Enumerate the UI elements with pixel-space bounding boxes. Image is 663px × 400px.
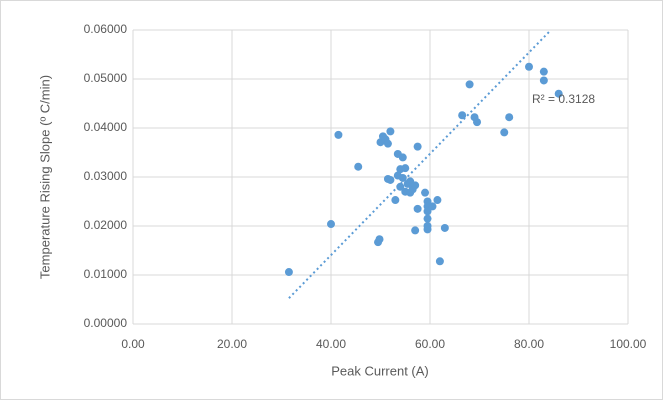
data-point <box>413 204 422 213</box>
data-point <box>383 139 392 148</box>
x-tick-label: 40.00 <box>316 337 346 351</box>
y-tick-label: 0.00000 <box>84 316 128 330</box>
data-point <box>401 164 410 173</box>
data-point <box>554 89 563 98</box>
y-tick-label: 0.06000 <box>84 22 128 36</box>
data-point <box>458 111 467 120</box>
data-point <box>334 130 343 139</box>
data-point <box>354 162 363 171</box>
data-point <box>423 214 432 223</box>
data-point <box>428 202 437 211</box>
y-tick-label: 0.02000 <box>84 218 128 232</box>
x-axis-title: Peak Current (A) <box>331 363 429 378</box>
trendline-label: R² = 0.3128 <box>532 92 595 106</box>
data-point <box>423 225 432 234</box>
data-point <box>500 128 509 137</box>
y-tick-label: 0.04000 <box>84 120 128 134</box>
y-tick-label: 0.05000 <box>84 71 128 85</box>
data-point <box>539 67 548 76</box>
x-tick-label: 100.00 <box>610 337 647 351</box>
data-point <box>465 80 474 89</box>
data-point <box>525 62 533 71</box>
data-point <box>398 153 407 162</box>
x-tick-label: 20.00 <box>217 337 247 351</box>
data-point <box>473 118 482 127</box>
data-point <box>411 226 420 235</box>
data-point <box>433 196 442 205</box>
data-point <box>327 220 335 229</box>
data-point <box>435 257 444 266</box>
data-point <box>406 188 415 197</box>
data-point <box>386 127 395 136</box>
data-point <box>284 268 293 277</box>
data-point <box>423 207 432 216</box>
data-point <box>413 142 422 151</box>
y-tick-label: 0.01000 <box>84 267 128 281</box>
x-tick-label: 0.00 <box>121 337 145 351</box>
data-point <box>539 76 548 85</box>
data-point <box>440 223 449 232</box>
x-tick-label: 80.00 <box>514 337 544 351</box>
data-point <box>375 235 384 244</box>
x-tick-label: 60.00 <box>415 337 445 351</box>
data-point <box>505 113 514 122</box>
data-point <box>391 196 400 205</box>
y-tick-label: 0.03000 <box>84 169 128 183</box>
data-point <box>421 188 430 197</box>
data-point <box>396 182 405 191</box>
data-point <box>411 181 420 190</box>
y-axis-title: Temperature Rising Slope (º C/min) <box>37 75 52 279</box>
data-point <box>386 175 395 184</box>
